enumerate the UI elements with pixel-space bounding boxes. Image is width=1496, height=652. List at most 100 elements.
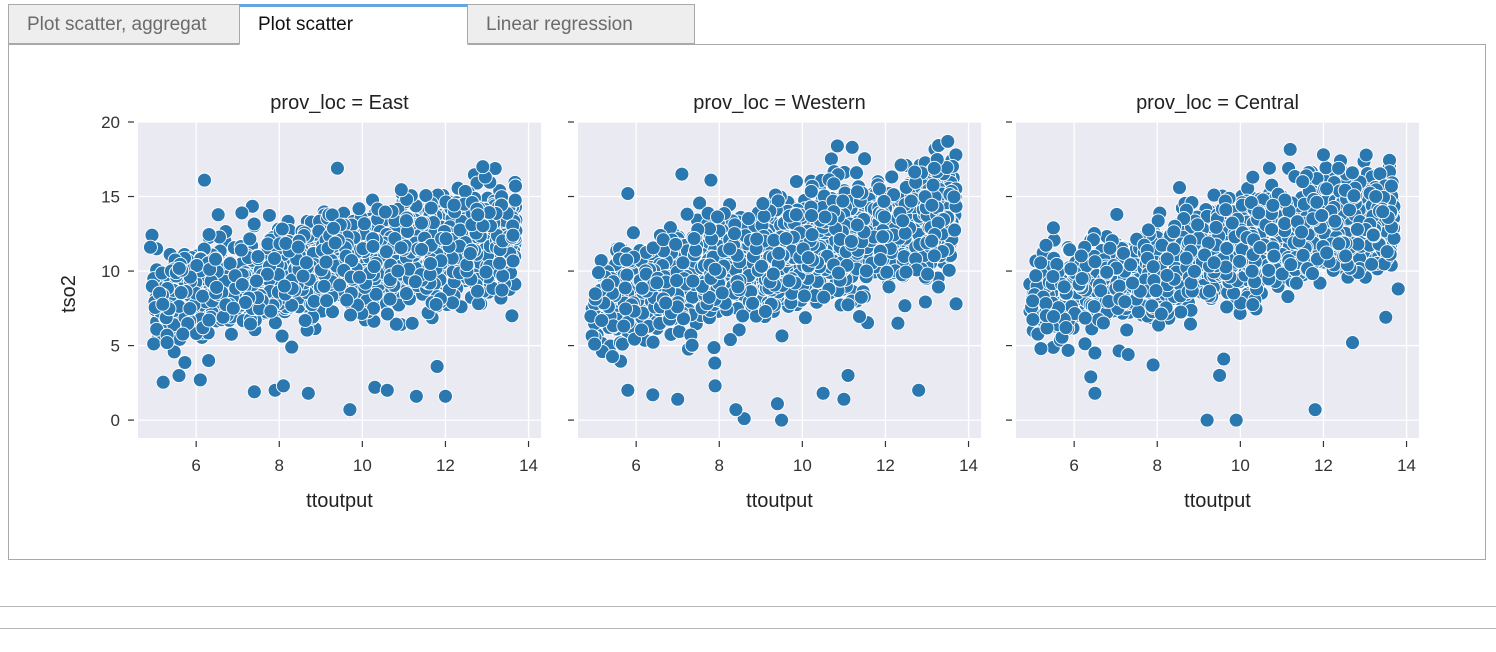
scatter-point [778, 231, 794, 246]
scatter-point [398, 286, 414, 302]
scatter-point [884, 169, 900, 185]
scatter-point [625, 225, 641, 241]
scatter-point [617, 280, 633, 296]
scatter-point [925, 177, 941, 193]
scatter-point [201, 312, 217, 328]
scatter-point [605, 349, 620, 365]
scatter-point [223, 326, 239, 342]
scatter-point [274, 328, 290, 344]
scatter-point [591, 265, 606, 281]
scatter-point [1282, 141, 1298, 157]
scatter-point [879, 264, 895, 280]
tab-content-panel: 6 8 10 12 14 0 5 10 15 20 prov_loc = East ttoutput t… [8, 44, 1486, 560]
scatter-point [378, 244, 394, 260]
scatter-point [504, 308, 520, 324]
scatter-point [911, 382, 927, 398]
scatter-point [1111, 278, 1127, 294]
x-tick-label: 10 [353, 456, 372, 475]
scatter-point [593, 253, 609, 268]
scatter-point [849, 165, 864, 181]
scatter-point [858, 263, 874, 279]
scatter-point [470, 207, 486, 223]
scatter-points [143, 159, 524, 418]
scatter-point [300, 385, 316, 401]
facet-title: prov_loc = Western [693, 92, 866, 114]
scatter-point [159, 335, 175, 351]
scatter-point [1172, 180, 1187, 196]
scatter-point [342, 402, 358, 418]
scatter-point [1060, 342, 1076, 358]
scatter-point [872, 252, 888, 268]
scatter-point [492, 255, 508, 271]
scatter-points [1022, 141, 1406, 428]
scatter-point [658, 295, 674, 311]
scatter-point [339, 292, 355, 308]
scatter-point [655, 232, 671, 248]
scatter-point [707, 355, 723, 371]
scatter-point [298, 255, 314, 271]
scatter-point [701, 289, 717, 305]
scatter-point [756, 208, 772, 224]
scatter-point [876, 209, 892, 225]
scatter-point [703, 172, 719, 188]
scatter-point [367, 379, 383, 395]
scatter-point [155, 374, 171, 390]
scatter-point [857, 151, 873, 167]
scatter-point [297, 313, 313, 328]
scatter-point [796, 288, 812, 304]
scatter-point [508, 178, 523, 194]
scatter-point [368, 286, 384, 302]
scatter-point [234, 277, 250, 292]
scatter-point [745, 295, 761, 311]
scatter-point [351, 269, 367, 285]
scatter-point [620, 186, 636, 201]
scatter-point [393, 182, 409, 198]
scatter-point [233, 242, 249, 258]
scatter-point [365, 238, 381, 254]
scatter-point [192, 372, 208, 388]
scatter-point [242, 231, 258, 247]
x-axis-label: ttoutput [746, 490, 813, 512]
scatter-point [195, 288, 211, 304]
scatter-point [1150, 213, 1166, 229]
scatter-point [728, 402, 744, 418]
scatter-point [249, 273, 264, 289]
scatter-point [1077, 336, 1093, 352]
scatter-point [850, 184, 865, 200]
y-tick-label: 20 [101, 113, 120, 132]
scatter-point [1130, 304, 1146, 320]
scatter-point [710, 209, 725, 225]
scatter-point [829, 138, 845, 154]
scatter-point [917, 294, 933, 310]
scatter-point [926, 248, 942, 264]
scatter-point [722, 241, 738, 257]
scatter-point [618, 301, 634, 317]
scatter-point [1280, 289, 1296, 305]
scatter-point [727, 226, 742, 242]
scatter-point [871, 181, 887, 197]
scatter-point [853, 289, 869, 305]
scatter-point [351, 201, 367, 217]
scatter-point [924, 233, 940, 249]
scatter-point [414, 215, 429, 231]
tab-plot-scatter-aggregat[interactable]: Plot scatter, aggregat [8, 4, 240, 44]
scatter-point [1141, 222, 1156, 238]
scatter-point [735, 308, 751, 324]
tab-linear-regression[interactable]: Linear regression [467, 4, 695, 44]
scatter-point [634, 322, 649, 338]
scatter-point [382, 291, 398, 307]
scatter-point [676, 311, 691, 327]
scatter-point [263, 303, 279, 319]
scatter-point [587, 286, 603, 302]
scatter-point [1364, 256, 1380, 272]
x-tick-label: 8 [275, 456, 284, 475]
scatter-point [692, 195, 708, 211]
tab-plot-scatter[interactable]: Plot scatter [239, 4, 468, 45]
scatter-point [804, 208, 819, 224]
scatter-point [826, 176, 842, 192]
scatter-point [246, 216, 262, 232]
scatter-point [803, 183, 819, 199]
